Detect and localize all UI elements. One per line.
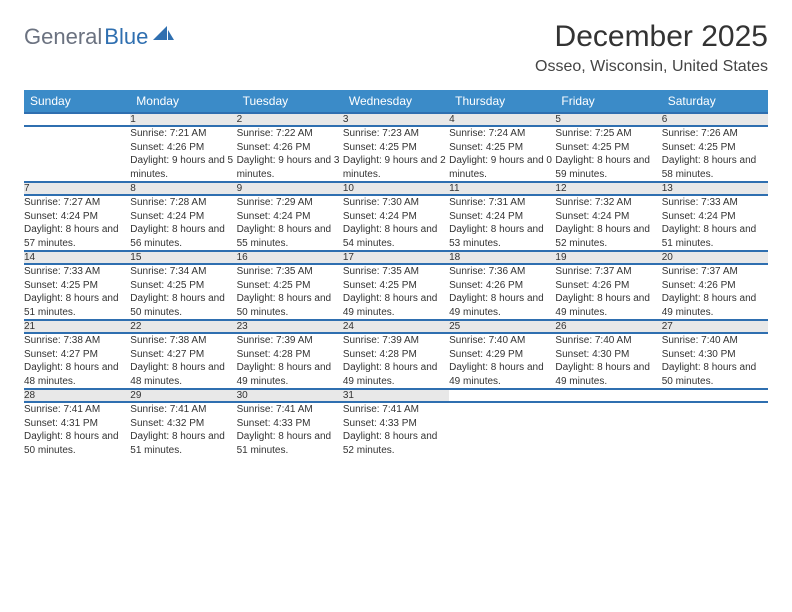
weekday-header: Monday xyxy=(130,90,236,113)
day-detail-cell xyxy=(555,402,661,457)
day-number-cell: 23 xyxy=(237,320,343,333)
day-detail-row: Sunrise: 7:33 AMSunset: 4:25 PMDaylight:… xyxy=(24,264,768,320)
day-number-cell: 20 xyxy=(662,251,768,264)
day-detail-cell: Sunrise: 7:36 AMSunset: 4:26 PMDaylight:… xyxy=(449,264,555,320)
day-number-row: 78910111213 xyxy=(24,182,768,195)
day-number-cell xyxy=(24,113,130,126)
day-number-row: 21222324252627 xyxy=(24,320,768,333)
day-number-cell: 21 xyxy=(24,320,130,333)
day-detail-cell: Sunrise: 7:35 AMSunset: 4:25 PMDaylight:… xyxy=(237,264,343,320)
weekday-header: Sunday xyxy=(24,90,130,113)
day-detail-cell: Sunrise: 7:26 AMSunset: 4:25 PMDaylight:… xyxy=(662,126,768,182)
day-number-cell: 13 xyxy=(662,182,768,195)
day-detail-row: Sunrise: 7:41 AMSunset: 4:31 PMDaylight:… xyxy=(24,402,768,457)
day-number-cell: 25 xyxy=(449,320,555,333)
day-detail-cell xyxy=(449,402,555,457)
day-number-row: 123456 xyxy=(24,113,768,126)
day-number-cell: 19 xyxy=(555,251,661,264)
day-detail-cell: Sunrise: 7:40 AMSunset: 4:29 PMDaylight:… xyxy=(449,333,555,389)
day-number-cell: 6 xyxy=(662,113,768,126)
day-detail-cell: Sunrise: 7:37 AMSunset: 4:26 PMDaylight:… xyxy=(662,264,768,320)
day-number-cell: 8 xyxy=(130,182,236,195)
day-detail-cell: Sunrise: 7:40 AMSunset: 4:30 PMDaylight:… xyxy=(662,333,768,389)
calendar-table: SundayMondayTuesdayWednesdayThursdayFrid… xyxy=(24,90,768,457)
day-detail-cell: Sunrise: 7:39 AMSunset: 4:28 PMDaylight:… xyxy=(343,333,449,389)
title-block: December 2025 Osseo, Wisconsin, United S… xyxy=(535,20,768,76)
day-detail-cell xyxy=(24,126,130,182)
day-number-cell: 29 xyxy=(130,389,236,402)
weekday-header-row: SundayMondayTuesdayWednesdayThursdayFrid… xyxy=(24,90,768,113)
day-number-cell: 3 xyxy=(343,113,449,126)
brand-sail-icon xyxy=(153,26,175,49)
day-number-cell: 10 xyxy=(343,182,449,195)
day-detail-cell: Sunrise: 7:31 AMSunset: 4:24 PMDaylight:… xyxy=(449,195,555,251)
day-number-cell: 16 xyxy=(237,251,343,264)
day-number-cell: 31 xyxy=(343,389,449,402)
day-number-cell: 15 xyxy=(130,251,236,264)
day-detail-cell: Sunrise: 7:33 AMSunset: 4:25 PMDaylight:… xyxy=(24,264,130,320)
day-number-row: 28293031 xyxy=(24,389,768,402)
day-number-cell: 24 xyxy=(343,320,449,333)
day-detail-cell: Sunrise: 7:37 AMSunset: 4:26 PMDaylight:… xyxy=(555,264,661,320)
day-detail-cell: Sunrise: 7:39 AMSunset: 4:28 PMDaylight:… xyxy=(237,333,343,389)
day-detail-cell: Sunrise: 7:21 AMSunset: 4:26 PMDaylight:… xyxy=(130,126,236,182)
day-detail-row: Sunrise: 7:21 AMSunset: 4:26 PMDaylight:… xyxy=(24,126,768,182)
day-number-cell: 12 xyxy=(555,182,661,195)
day-number-cell: 5 xyxy=(555,113,661,126)
month-title: December 2025 xyxy=(535,20,768,54)
weekday-header: Saturday xyxy=(662,90,768,113)
day-detail-cell: Sunrise: 7:33 AMSunset: 4:24 PMDaylight:… xyxy=(662,195,768,251)
day-number-cell: 11 xyxy=(449,182,555,195)
page-header: General Blue December 2025 Osseo, Wiscon… xyxy=(24,20,768,76)
day-number-cell: 2 xyxy=(237,113,343,126)
day-detail-cell: Sunrise: 7:41 AMSunset: 4:31 PMDaylight:… xyxy=(24,402,130,457)
day-detail-row: Sunrise: 7:27 AMSunset: 4:24 PMDaylight:… xyxy=(24,195,768,251)
day-detail-cell: Sunrise: 7:27 AMSunset: 4:24 PMDaylight:… xyxy=(24,195,130,251)
day-detail-cell: Sunrise: 7:23 AMSunset: 4:25 PMDaylight:… xyxy=(343,126,449,182)
day-detail-cell: Sunrise: 7:34 AMSunset: 4:25 PMDaylight:… xyxy=(130,264,236,320)
day-detail-cell: Sunrise: 7:24 AMSunset: 4:25 PMDaylight:… xyxy=(449,126,555,182)
brand-logo: General Blue xyxy=(24,24,175,50)
day-number-cell: 30 xyxy=(237,389,343,402)
weekday-header: Wednesday xyxy=(343,90,449,113)
day-detail-cell: Sunrise: 7:32 AMSunset: 4:24 PMDaylight:… xyxy=(555,195,661,251)
day-detail-cell: Sunrise: 7:30 AMSunset: 4:24 PMDaylight:… xyxy=(343,195,449,251)
day-number-cell: 4 xyxy=(449,113,555,126)
day-detail-cell: Sunrise: 7:40 AMSunset: 4:30 PMDaylight:… xyxy=(555,333,661,389)
day-detail-cell xyxy=(662,402,768,457)
day-detail-cell: Sunrise: 7:28 AMSunset: 4:24 PMDaylight:… xyxy=(130,195,236,251)
day-number-cell: 22 xyxy=(130,320,236,333)
day-detail-cell: Sunrise: 7:35 AMSunset: 4:25 PMDaylight:… xyxy=(343,264,449,320)
day-number-row: 14151617181920 xyxy=(24,251,768,264)
day-number-cell: 28 xyxy=(24,389,130,402)
day-detail-cell: Sunrise: 7:22 AMSunset: 4:26 PMDaylight:… xyxy=(237,126,343,182)
day-number-cell: 7 xyxy=(24,182,130,195)
weekday-header: Thursday xyxy=(449,90,555,113)
day-number-cell: 9 xyxy=(237,182,343,195)
day-number-cell: 26 xyxy=(555,320,661,333)
calendar-body: 123456 Sunrise: 7:21 AMSunset: 4:26 PMDa… xyxy=(24,113,768,457)
day-detail-cell: Sunrise: 7:41 AMSunset: 4:32 PMDaylight:… xyxy=(130,402,236,457)
day-detail-cell: Sunrise: 7:38 AMSunset: 4:27 PMDaylight:… xyxy=(24,333,130,389)
weekday-header: Friday xyxy=(555,90,661,113)
day-number-cell: 18 xyxy=(449,251,555,264)
day-number-cell xyxy=(555,389,661,402)
day-number-cell: 17 xyxy=(343,251,449,264)
day-detail-cell: Sunrise: 7:41 AMSunset: 4:33 PMDaylight:… xyxy=(237,402,343,457)
day-number-cell xyxy=(449,389,555,402)
day-detail-row: Sunrise: 7:38 AMSunset: 4:27 PMDaylight:… xyxy=(24,333,768,389)
day-detail-cell: Sunrise: 7:29 AMSunset: 4:24 PMDaylight:… xyxy=(237,195,343,251)
day-detail-cell: Sunrise: 7:41 AMSunset: 4:33 PMDaylight:… xyxy=(343,402,449,457)
day-number-cell: 27 xyxy=(662,320,768,333)
day-number-cell: 1 xyxy=(130,113,236,126)
brand-text-general: General xyxy=(24,24,102,50)
brand-text-blue: Blue xyxy=(104,24,148,50)
day-detail-cell: Sunrise: 7:25 AMSunset: 4:25 PMDaylight:… xyxy=(555,126,661,182)
day-number-cell: 14 xyxy=(24,251,130,264)
location-subtitle: Osseo, Wisconsin, United States xyxy=(535,58,768,76)
day-detail-cell: Sunrise: 7:38 AMSunset: 4:27 PMDaylight:… xyxy=(130,333,236,389)
weekday-header: Tuesday xyxy=(237,90,343,113)
day-number-cell xyxy=(662,389,768,402)
